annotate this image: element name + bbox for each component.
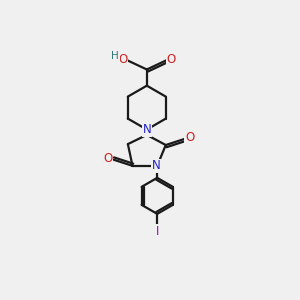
Text: O: O	[167, 52, 176, 66]
Text: N: N	[152, 159, 161, 172]
Text: H: H	[111, 51, 119, 61]
Text: O: O	[103, 152, 113, 165]
Text: O: O	[185, 131, 194, 144]
Text: N: N	[142, 123, 151, 136]
Text: I: I	[155, 225, 159, 238]
Text: O: O	[118, 53, 127, 66]
